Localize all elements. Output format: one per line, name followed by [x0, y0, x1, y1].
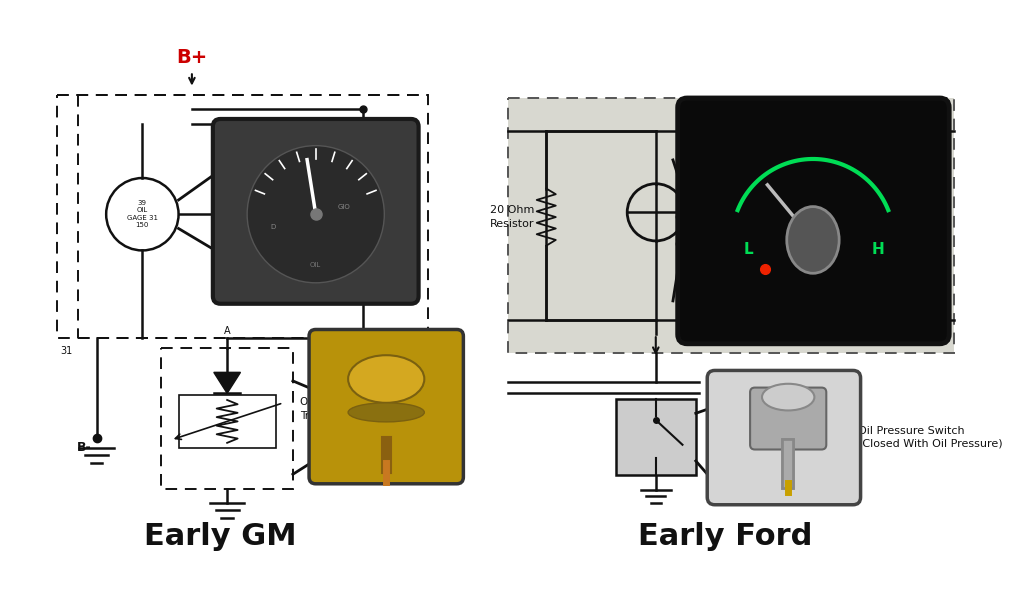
FancyBboxPatch shape — [708, 370, 860, 505]
Text: Early GM: Early GM — [144, 521, 297, 551]
Text: B+: B+ — [176, 48, 208, 66]
Text: Oil Pressure
Transducer: Oil Pressure Transducer — [300, 396, 362, 420]
Text: A: A — [224, 326, 230, 336]
Text: L: L — [743, 242, 753, 257]
Text: Early Ford: Early Ford — [638, 521, 812, 551]
Text: OIL
PRESSURE
GAUGE: OIL PRESSURE GAUGE — [675, 213, 733, 249]
Text: Oil Pressure Switch
(Closed With Oil Pressure): Oil Pressure Switch (Closed With Oil Pre… — [858, 426, 1002, 448]
Circle shape — [247, 146, 384, 283]
Text: OIL: OIL — [310, 261, 322, 268]
Text: 20 Ohm
Resistor: 20 Ohm Resistor — [490, 206, 535, 228]
Ellipse shape — [348, 355, 424, 403]
Text: H: H — [871, 242, 884, 257]
Text: 31: 31 — [60, 346, 73, 356]
Polygon shape — [214, 373, 241, 393]
Text: B-: B- — [77, 441, 92, 454]
FancyBboxPatch shape — [615, 399, 695, 475]
Text: GIO: GIO — [338, 205, 350, 210]
Text: D: D — [270, 224, 275, 230]
Text: 39
OIL
GAGE 31
150: 39 OIL GAGE 31 150 — [127, 200, 158, 228]
Ellipse shape — [786, 206, 839, 273]
FancyBboxPatch shape — [508, 98, 954, 353]
FancyBboxPatch shape — [678, 98, 949, 344]
FancyBboxPatch shape — [751, 388, 826, 450]
Ellipse shape — [762, 384, 814, 410]
FancyBboxPatch shape — [213, 119, 419, 304]
Ellipse shape — [348, 403, 424, 422]
FancyBboxPatch shape — [309, 329, 464, 484]
